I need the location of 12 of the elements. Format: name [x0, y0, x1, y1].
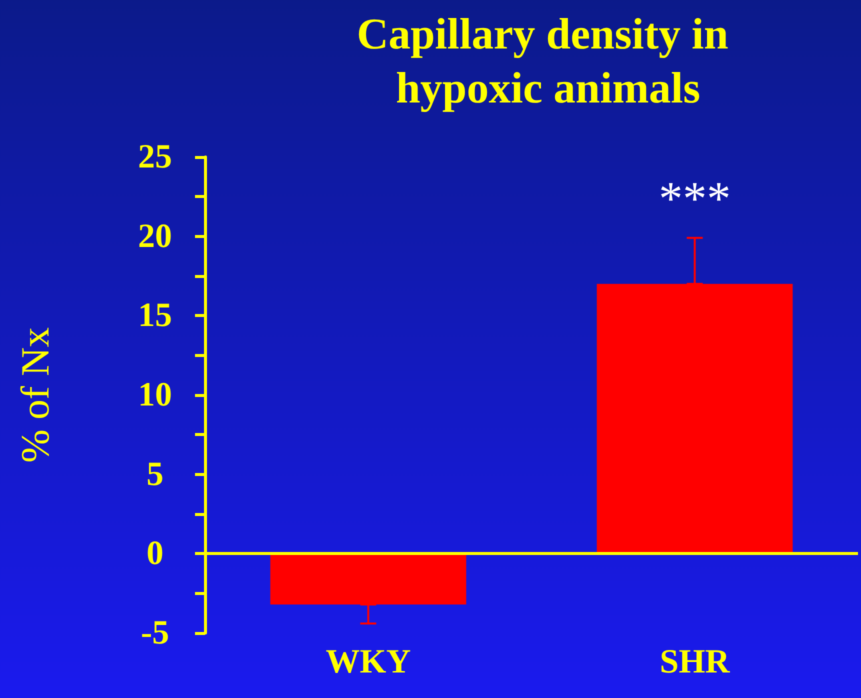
annotation: ***	[658, 172, 731, 226]
y-tick-label: 10	[138, 376, 172, 414]
chart-title: Capillary density in hypoxic animals	[356, 10, 740, 112]
y-tick-label: 20	[138, 218, 172, 255]
y-tick-label: -5	[140, 614, 170, 652]
y-tick-label: 5	[146, 456, 164, 493]
y-tick-label: 15	[138, 297, 172, 334]
x-tick-label: SHR	[660, 644, 730, 680]
y-tick-label: 25	[138, 138, 172, 176]
x-tick-label: WKY	[326, 644, 411, 680]
y-tick-label: 0	[146, 535, 164, 572]
y-axis-title: % of Nx	[12, 327, 58, 463]
